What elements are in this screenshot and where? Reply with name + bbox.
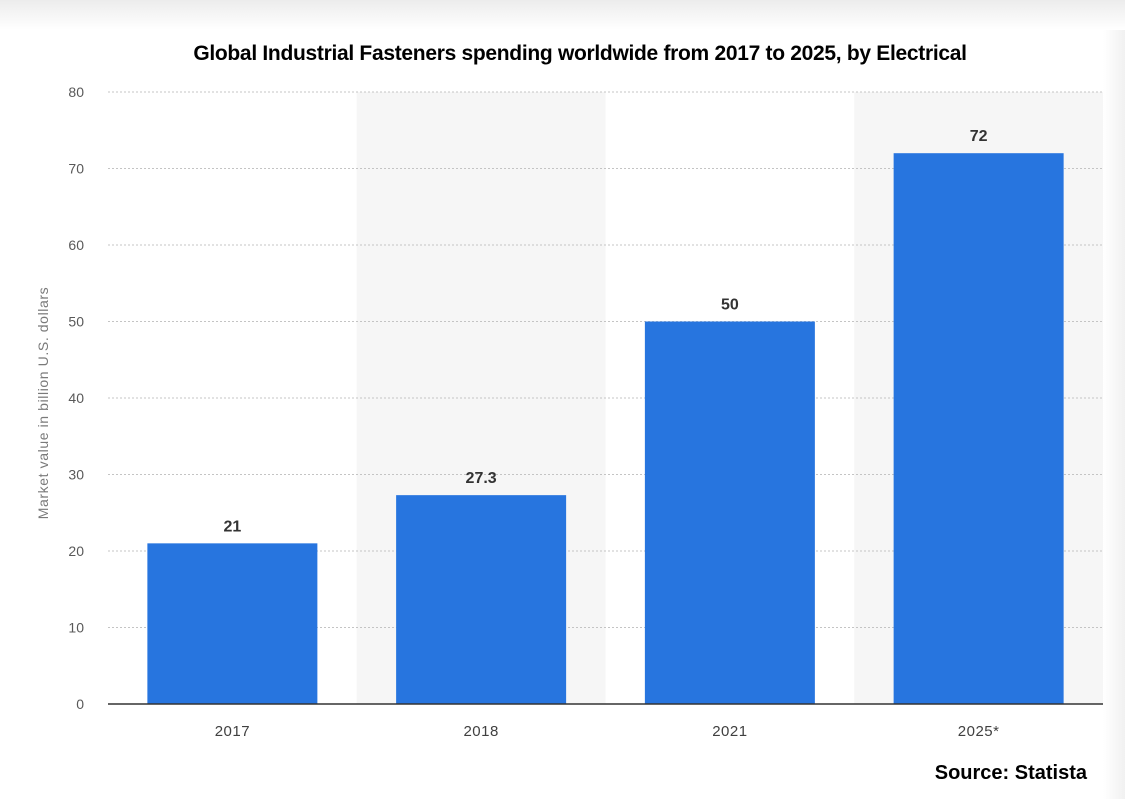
y-tick-label: 70 bbox=[68, 161, 84, 177]
value-label: 72 bbox=[970, 128, 988, 145]
y-tick-label: 20 bbox=[68, 543, 84, 559]
bars bbox=[147, 153, 1064, 705]
bar-2025*[interactable] bbox=[893, 153, 1064, 704]
x-tick-label: 2025* bbox=[958, 723, 1000, 740]
y-tick-label: 50 bbox=[68, 314, 84, 330]
bar-2018[interactable] bbox=[396, 495, 567, 704]
y-tick-label: 40 bbox=[68, 390, 84, 406]
y-tick-label: 60 bbox=[68, 237, 84, 253]
value-label: 27.3 bbox=[466, 470, 497, 487]
y-tick-label: 30 bbox=[68, 467, 84, 483]
right-shadow bbox=[1103, 30, 1125, 799]
source-note: Source: Statista bbox=[934, 762, 1087, 784]
bar-2017[interactable] bbox=[147, 543, 318, 704]
bar-2021[interactable] bbox=[644, 321, 815, 705]
y-tick-label: 80 bbox=[68, 84, 84, 100]
y-axis-ticks: 0 10 20 30 40 50 60 70 80 bbox=[68, 84, 84, 712]
chart-title: Global Industrial Fasteners spending wor… bbox=[193, 42, 967, 65]
x-tick-label: 2018 bbox=[463, 723, 498, 740]
value-label: 50 bbox=[721, 297, 739, 314]
value-label: 21 bbox=[223, 518, 241, 535]
x-axis-labels: 2017 2018 2021 2025* bbox=[215, 723, 1000, 740]
y-axis-title: Market value in billion U.S. dollars bbox=[35, 287, 51, 519]
y-tick-label: 0 bbox=[76, 696, 84, 712]
y-tick-label: 10 bbox=[68, 620, 84, 636]
x-tick-label: 2017 bbox=[215, 723, 250, 740]
top-shadow bbox=[0, 0, 1125, 30]
value-labels: 21 27.3 50 72 bbox=[223, 128, 987, 535]
x-tick-label: 2021 bbox=[712, 723, 747, 740]
